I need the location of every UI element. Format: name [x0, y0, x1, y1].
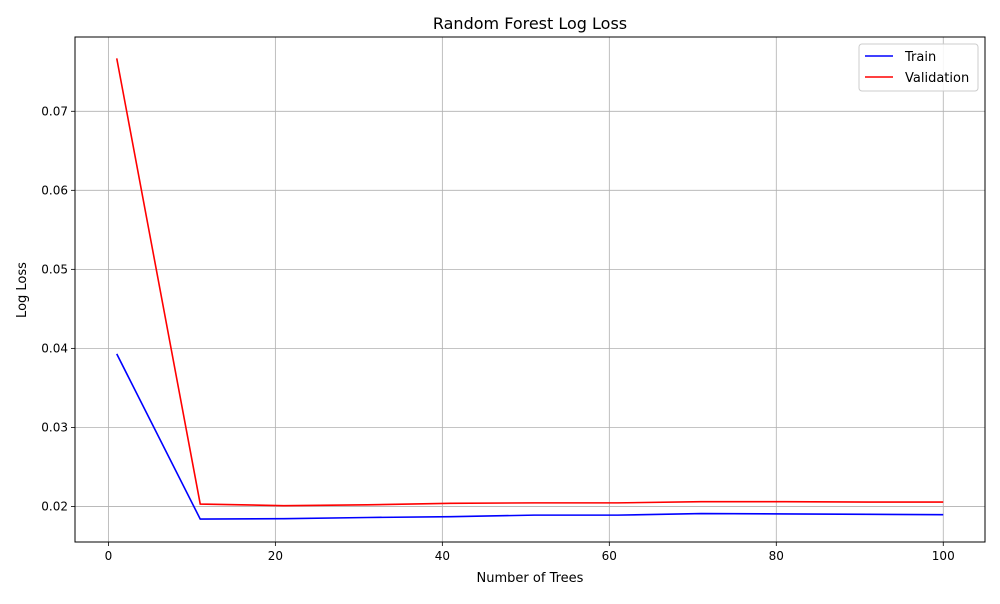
y-tick-label: 0.05 [41, 262, 68, 276]
x-tick-label: 60 [602, 549, 617, 563]
x-tick-label: 80 [769, 549, 784, 563]
y-tick-label: 0.02 [41, 499, 68, 513]
legend: Train Validation [858, 43, 979, 92]
x-tick-label: 0 [105, 549, 113, 563]
x-tick-label: 100 [932, 549, 955, 563]
grid [75, 37, 985, 542]
y-tick-label: 0.07 [41, 104, 68, 118]
chart-title: Random Forest Log Loss [433, 14, 627, 33]
y-tick-label: 0.03 [41, 420, 68, 434]
x-tick-label: 20 [268, 549, 283, 563]
y-tick-label: 0.06 [41, 183, 68, 197]
y-axis-label: Log Loss [15, 262, 30, 318]
y-tick-label: 0.04 [41, 341, 68, 355]
series-line-train [116, 353, 944, 520]
x-tick-label: 40 [435, 549, 450, 563]
plot-area-frame [74, 36, 986, 543]
x-axis-label: Number of Trees [477, 571, 584, 586]
series-lines [115, 58, 944, 520]
series-line-validation [115, 58, 944, 507]
legend-label-train: Train [904, 50, 936, 65]
legend-label-validation: Validation [905, 71, 969, 86]
axes: 0 20 40 60 80 100 0.02 0.03 0.04 0.05 0.06 0.07 [41, 104, 954, 563]
